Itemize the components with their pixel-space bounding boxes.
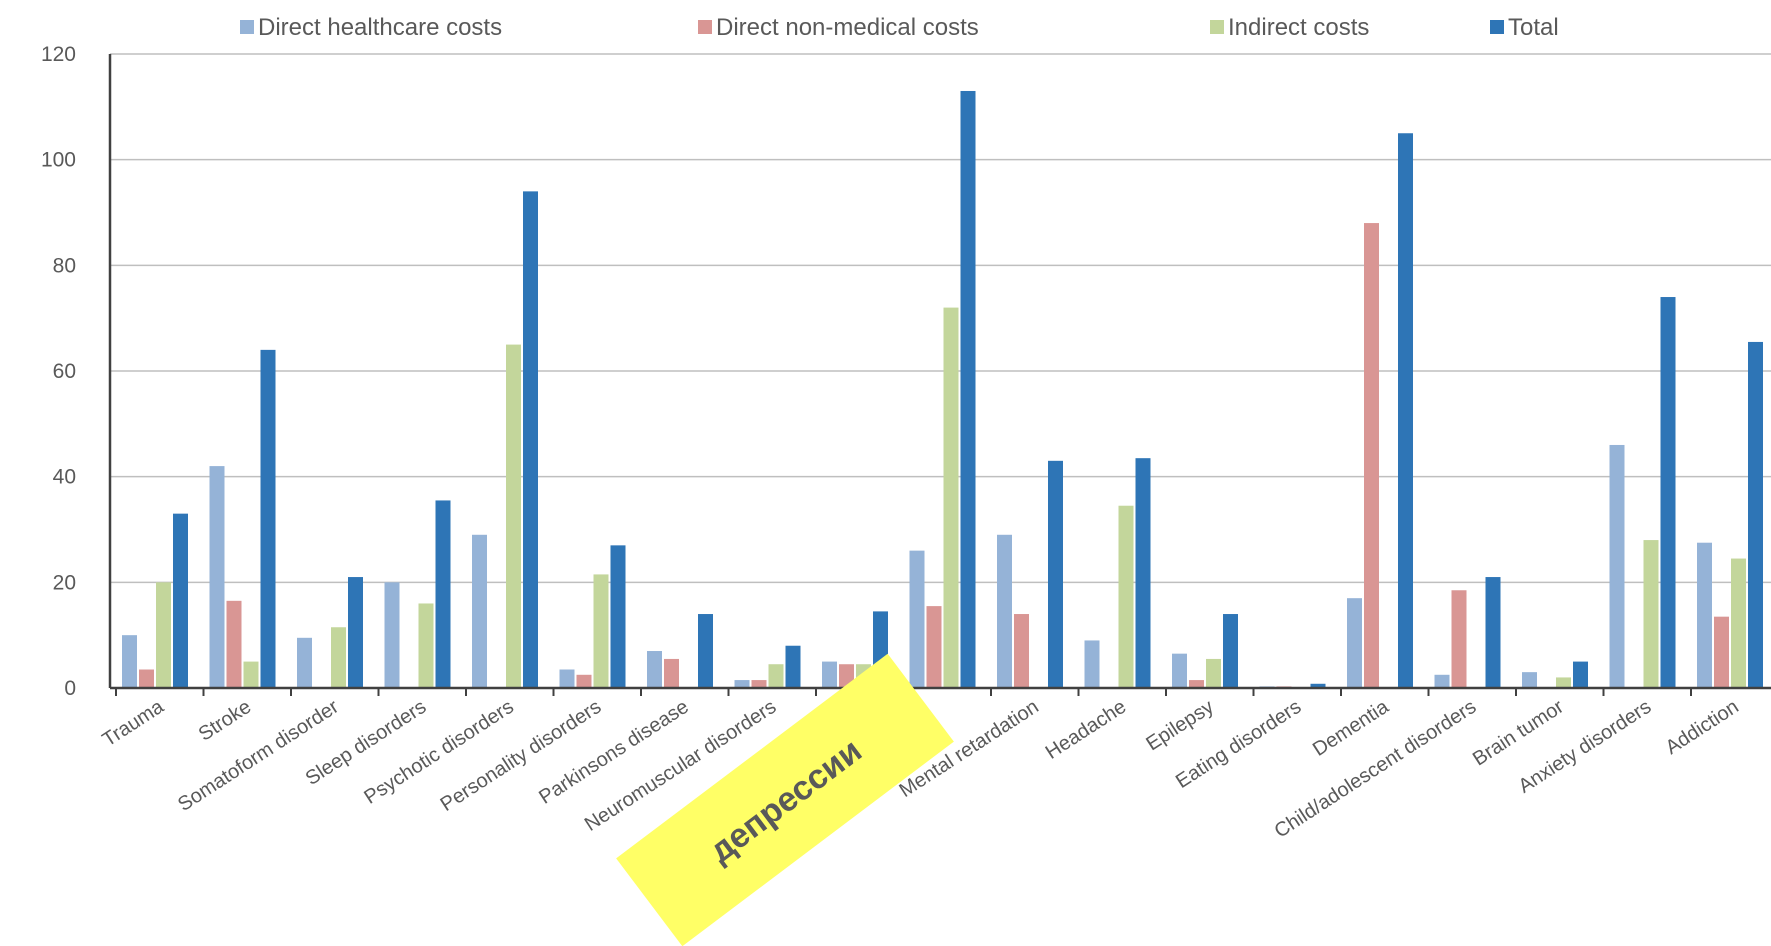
bar-direct-healthcare-costs bbox=[1609, 444, 1625, 688]
bar-total bbox=[523, 191, 538, 688]
bar-indirect-costs bbox=[1643, 540, 1659, 688]
y-tick-label: 60 bbox=[53, 360, 76, 383]
bar-total bbox=[1748, 341, 1763, 688]
x-tick-label: Stroke bbox=[195, 696, 255, 746]
bar-direct-healthcare-costs bbox=[909, 550, 925, 688]
bar-total bbox=[610, 545, 626, 688]
bar-direct-healthcare-costs bbox=[384, 582, 400, 688]
bar-total bbox=[1310, 683, 1326, 688]
bar-total bbox=[1223, 614, 1238, 688]
bar-indirect-costs bbox=[1206, 658, 1221, 688]
bar-direct-non-medical-costs bbox=[139, 669, 154, 688]
bar-direct-healthcare-costs bbox=[122, 635, 137, 688]
bar-direct-healthcare-costs bbox=[822, 661, 837, 688]
bar-direct-non-medical-costs bbox=[926, 606, 942, 688]
bar-direct-healthcare-costs bbox=[209, 466, 225, 688]
y-tick-label: 0 bbox=[64, 677, 76, 700]
y-tick-label: 40 bbox=[53, 466, 76, 489]
bar-indirect-costs bbox=[506, 344, 521, 688]
bar-total bbox=[173, 513, 188, 688]
bar-total bbox=[960, 90, 976, 688]
bar-total bbox=[1398, 133, 1413, 688]
bar-indirect-costs bbox=[1556, 677, 1571, 688]
gridlines bbox=[110, 53, 1771, 584]
bar-total bbox=[1485, 577, 1501, 688]
y-axis: 0 20 40 60 80 100 120 bbox=[41, 43, 112, 700]
bar-total bbox=[260, 349, 276, 688]
bar-direct-healthcare-costs bbox=[1347, 598, 1362, 688]
bar-direct-non-medical-costs bbox=[664, 658, 679, 688]
bars bbox=[122, 90, 1763, 689]
annotation-badge: депрессии bbox=[616, 653, 954, 946]
legend-swatch bbox=[1210, 20, 1224, 34]
legend-swatch bbox=[1490, 20, 1504, 34]
bar-indirect-costs bbox=[331, 627, 346, 688]
bar-direct-healthcare-costs bbox=[997, 534, 1012, 688]
bar-direct-non-medical-costs bbox=[226, 600, 242, 688]
bar-total bbox=[1660, 297, 1676, 688]
bar-total bbox=[1573, 661, 1588, 688]
bar-direct-non-medical-costs bbox=[576, 674, 592, 688]
bar-direct-healthcare-costs bbox=[559, 669, 575, 688]
bar-direct-healthcare-costs bbox=[1522, 672, 1537, 688]
bar-indirect-costs bbox=[156, 582, 171, 688]
bar-indirect-costs bbox=[418, 603, 434, 688]
x-tick-label: Headache bbox=[1042, 696, 1130, 764]
x-tick-label: Trauma bbox=[99, 695, 169, 751]
bar-direct-healthcare-costs bbox=[1697, 542, 1712, 688]
bar-total bbox=[1048, 460, 1063, 688]
y-tick-label: 80 bbox=[53, 254, 76, 277]
bar-indirect-costs bbox=[768, 664, 784, 688]
bar-indirect-costs bbox=[1118, 505, 1134, 688]
bar-direct-non-medical-costs bbox=[1014, 614, 1029, 688]
legend-swatch bbox=[240, 20, 254, 34]
y-tick-label: 20 bbox=[53, 571, 76, 594]
legend-label: Total bbox=[1508, 14, 1559, 41]
x-tick-label: Personality disorders bbox=[437, 696, 606, 816]
bar-direct-non-medical-costs bbox=[1714, 616, 1729, 688]
legend: Direct healthcare costs Direct non-medica… bbox=[240, 14, 1559, 41]
x-tick-label: Epilepsy bbox=[1142, 696, 1217, 756]
bar-indirect-costs bbox=[943, 307, 959, 688]
x-tick-label: Somatoform disorder bbox=[174, 696, 343, 816]
x-tick-label: Dementia bbox=[1309, 695, 1394, 761]
bar-indirect-costs bbox=[1731, 558, 1746, 688]
bar-direct-non-medical-costs bbox=[1364, 223, 1379, 689]
bar-direct-non-medical-costs bbox=[1451, 590, 1467, 688]
bar-direct-non-medical-costs bbox=[1189, 680, 1204, 688]
bar-direct-healthcare-costs bbox=[734, 680, 750, 688]
x-tick-label: Addiction bbox=[1662, 696, 1743, 759]
bar-direct-healthcare-costs bbox=[472, 534, 487, 688]
bar-direct-healthcare-costs bbox=[1084, 640, 1100, 688]
bar-total bbox=[785, 645, 801, 688]
bar-direct-healthcare-costs bbox=[1434, 674, 1450, 688]
y-tick-label: 120 bbox=[41, 43, 76, 66]
bar-total bbox=[435, 500, 451, 688]
bar-total bbox=[1135, 458, 1151, 688]
y-tick-label: 100 bbox=[41, 149, 76, 172]
bar-direct-healthcare-costs bbox=[297, 637, 312, 688]
bar-indirect-costs bbox=[593, 574, 609, 688]
bar-total bbox=[348, 577, 363, 688]
x-tick-label: Parkinsons disease bbox=[535, 696, 692, 809]
bar-direct-non-medical-costs bbox=[751, 680, 767, 688]
bar-direct-healthcare-costs bbox=[1172, 653, 1187, 688]
legend-swatch bbox=[698, 20, 712, 34]
legend-label: Direct non-medical costs bbox=[716, 14, 979, 41]
bar-indirect-costs bbox=[243, 661, 259, 688]
legend-label: Direct healthcare costs bbox=[258, 14, 502, 41]
bar-direct-healthcare-costs bbox=[647, 651, 662, 688]
bar-total bbox=[698, 614, 713, 688]
x-tick-label: Psychotic disorders bbox=[360, 696, 517, 809]
annotation-badge-background bbox=[616, 653, 954, 946]
legend-label: Indirect costs bbox=[1228, 14, 1369, 41]
